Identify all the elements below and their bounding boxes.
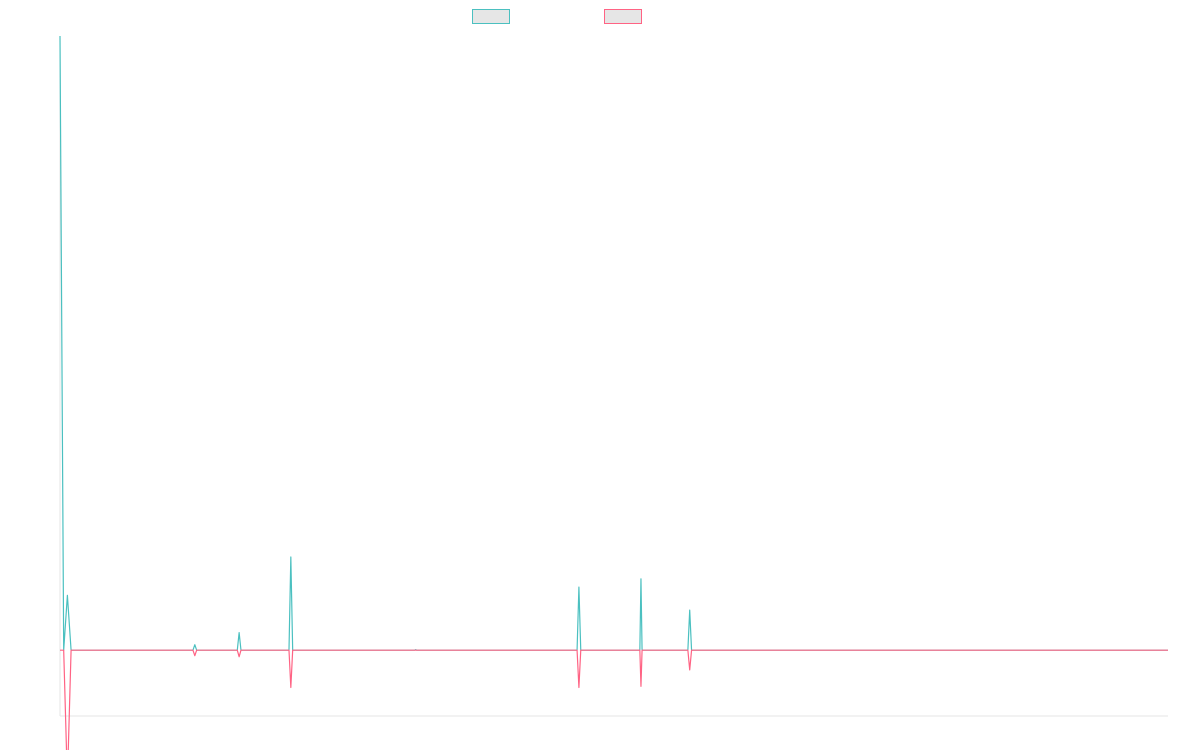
legend-swatch-series-1 [472, 9, 510, 24]
legend-item-series-2[interactable] [604, 9, 642, 24]
legend [0, 9, 1200, 27]
legend-item-series-1[interactable] [472, 9, 510, 24]
series-line-2[interactable] [60, 649, 1168, 750]
legend-swatch-series-2 [604, 9, 642, 24]
series-line-1[interactable] [59, 35, 1168, 651]
